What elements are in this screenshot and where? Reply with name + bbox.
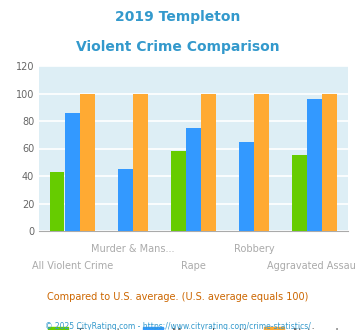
Text: 2019 Templeton: 2019 Templeton [115,10,240,24]
Bar [307,99,322,231]
Bar [239,142,254,231]
Bar [80,93,95,231]
Text: Aggravated Assault: Aggravated Assault [267,261,355,271]
Bar [186,128,201,231]
Bar [254,93,269,231]
Text: Murder & Mans...: Murder & Mans... [91,244,175,254]
Text: Rape: Rape [181,261,206,271]
Bar [65,113,80,231]
Bar [118,169,133,231]
Bar [201,93,216,231]
Bar [171,151,186,231]
Bar [322,93,337,231]
Bar [50,172,65,231]
Bar [133,93,148,231]
Bar [292,155,307,231]
Text: Robbery: Robbery [234,244,274,254]
Text: Compared to U.S. average. (U.S. average equals 100): Compared to U.S. average. (U.S. average … [47,292,308,302]
Text: Violent Crime Comparison: Violent Crime Comparison [76,40,279,53]
Legend: Templeton, Massachusetts, National: Templeton, Massachusetts, National [43,322,344,330]
Text: All Violent Crime: All Violent Crime [32,261,113,271]
Text: © 2025 CityRating.com - https://www.cityrating.com/crime-statistics/: © 2025 CityRating.com - https://www.city… [45,322,310,330]
